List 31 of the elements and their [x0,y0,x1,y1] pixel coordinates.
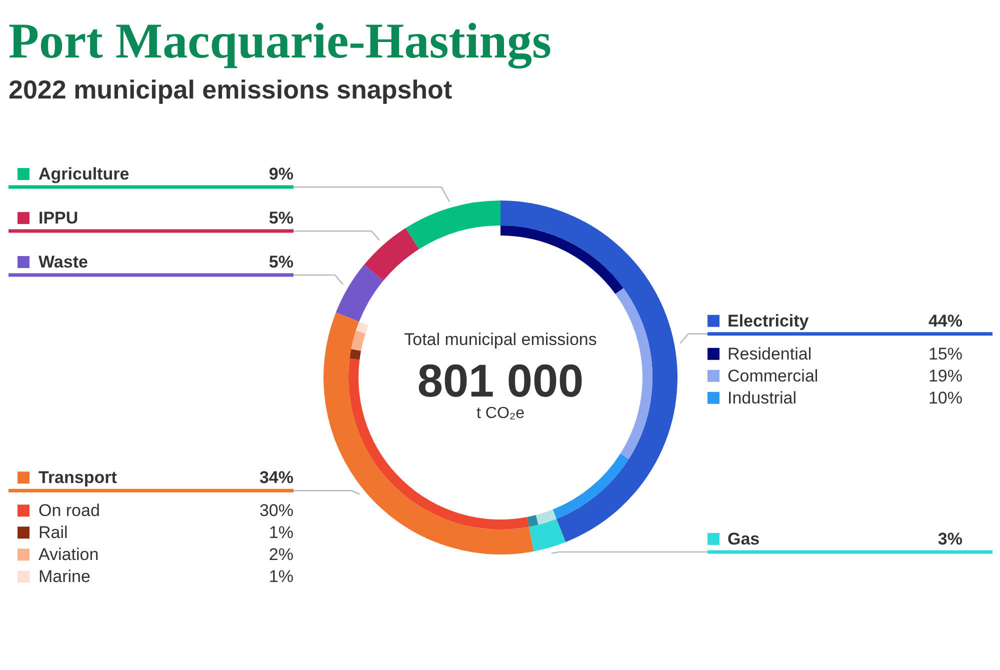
legend-label: Rail [38,523,68,542]
data-label: 10% [928,388,963,408]
data-label: 1% [268,567,294,586]
legend-label: Agriculture [38,164,130,184]
legend-label: Transport [38,468,118,488]
data-label: 5% [268,252,294,272]
legend-label: Waste [38,252,88,272]
data-label: 44% [928,311,963,330]
chart-title: Port Macquarie-Hastings [8,12,552,70]
data-label: 34% [259,468,294,488]
legend-label: Industrial [728,388,796,408]
legend-label: Residential [728,344,812,364]
data-label: 30% [259,501,294,520]
text: 801 000 [417,354,584,406]
data-label: 19% [928,366,963,386]
chart-subtitle: 2022 municipal emissions snapshot [8,74,452,104]
legend-label: On road [38,501,100,520]
legend-label: Aviation [38,545,99,564]
data-label: 5% [268,208,294,228]
legend-label: Marine [38,567,90,586]
text: t CO₂e [476,405,525,422]
data-label: 15% [928,344,963,364]
data-label: 3% [938,529,963,548]
legend-label: Electricity [728,311,810,330]
data-label: 9% [268,164,294,184]
legend-label: Commercial [728,366,818,386]
legend-label: Gas [728,529,760,548]
data-label: 2% [268,545,294,564]
text: Total municipal emissions [404,330,597,349]
legend-label: IPPU [38,208,78,228]
data-label: 1% [268,523,294,542]
